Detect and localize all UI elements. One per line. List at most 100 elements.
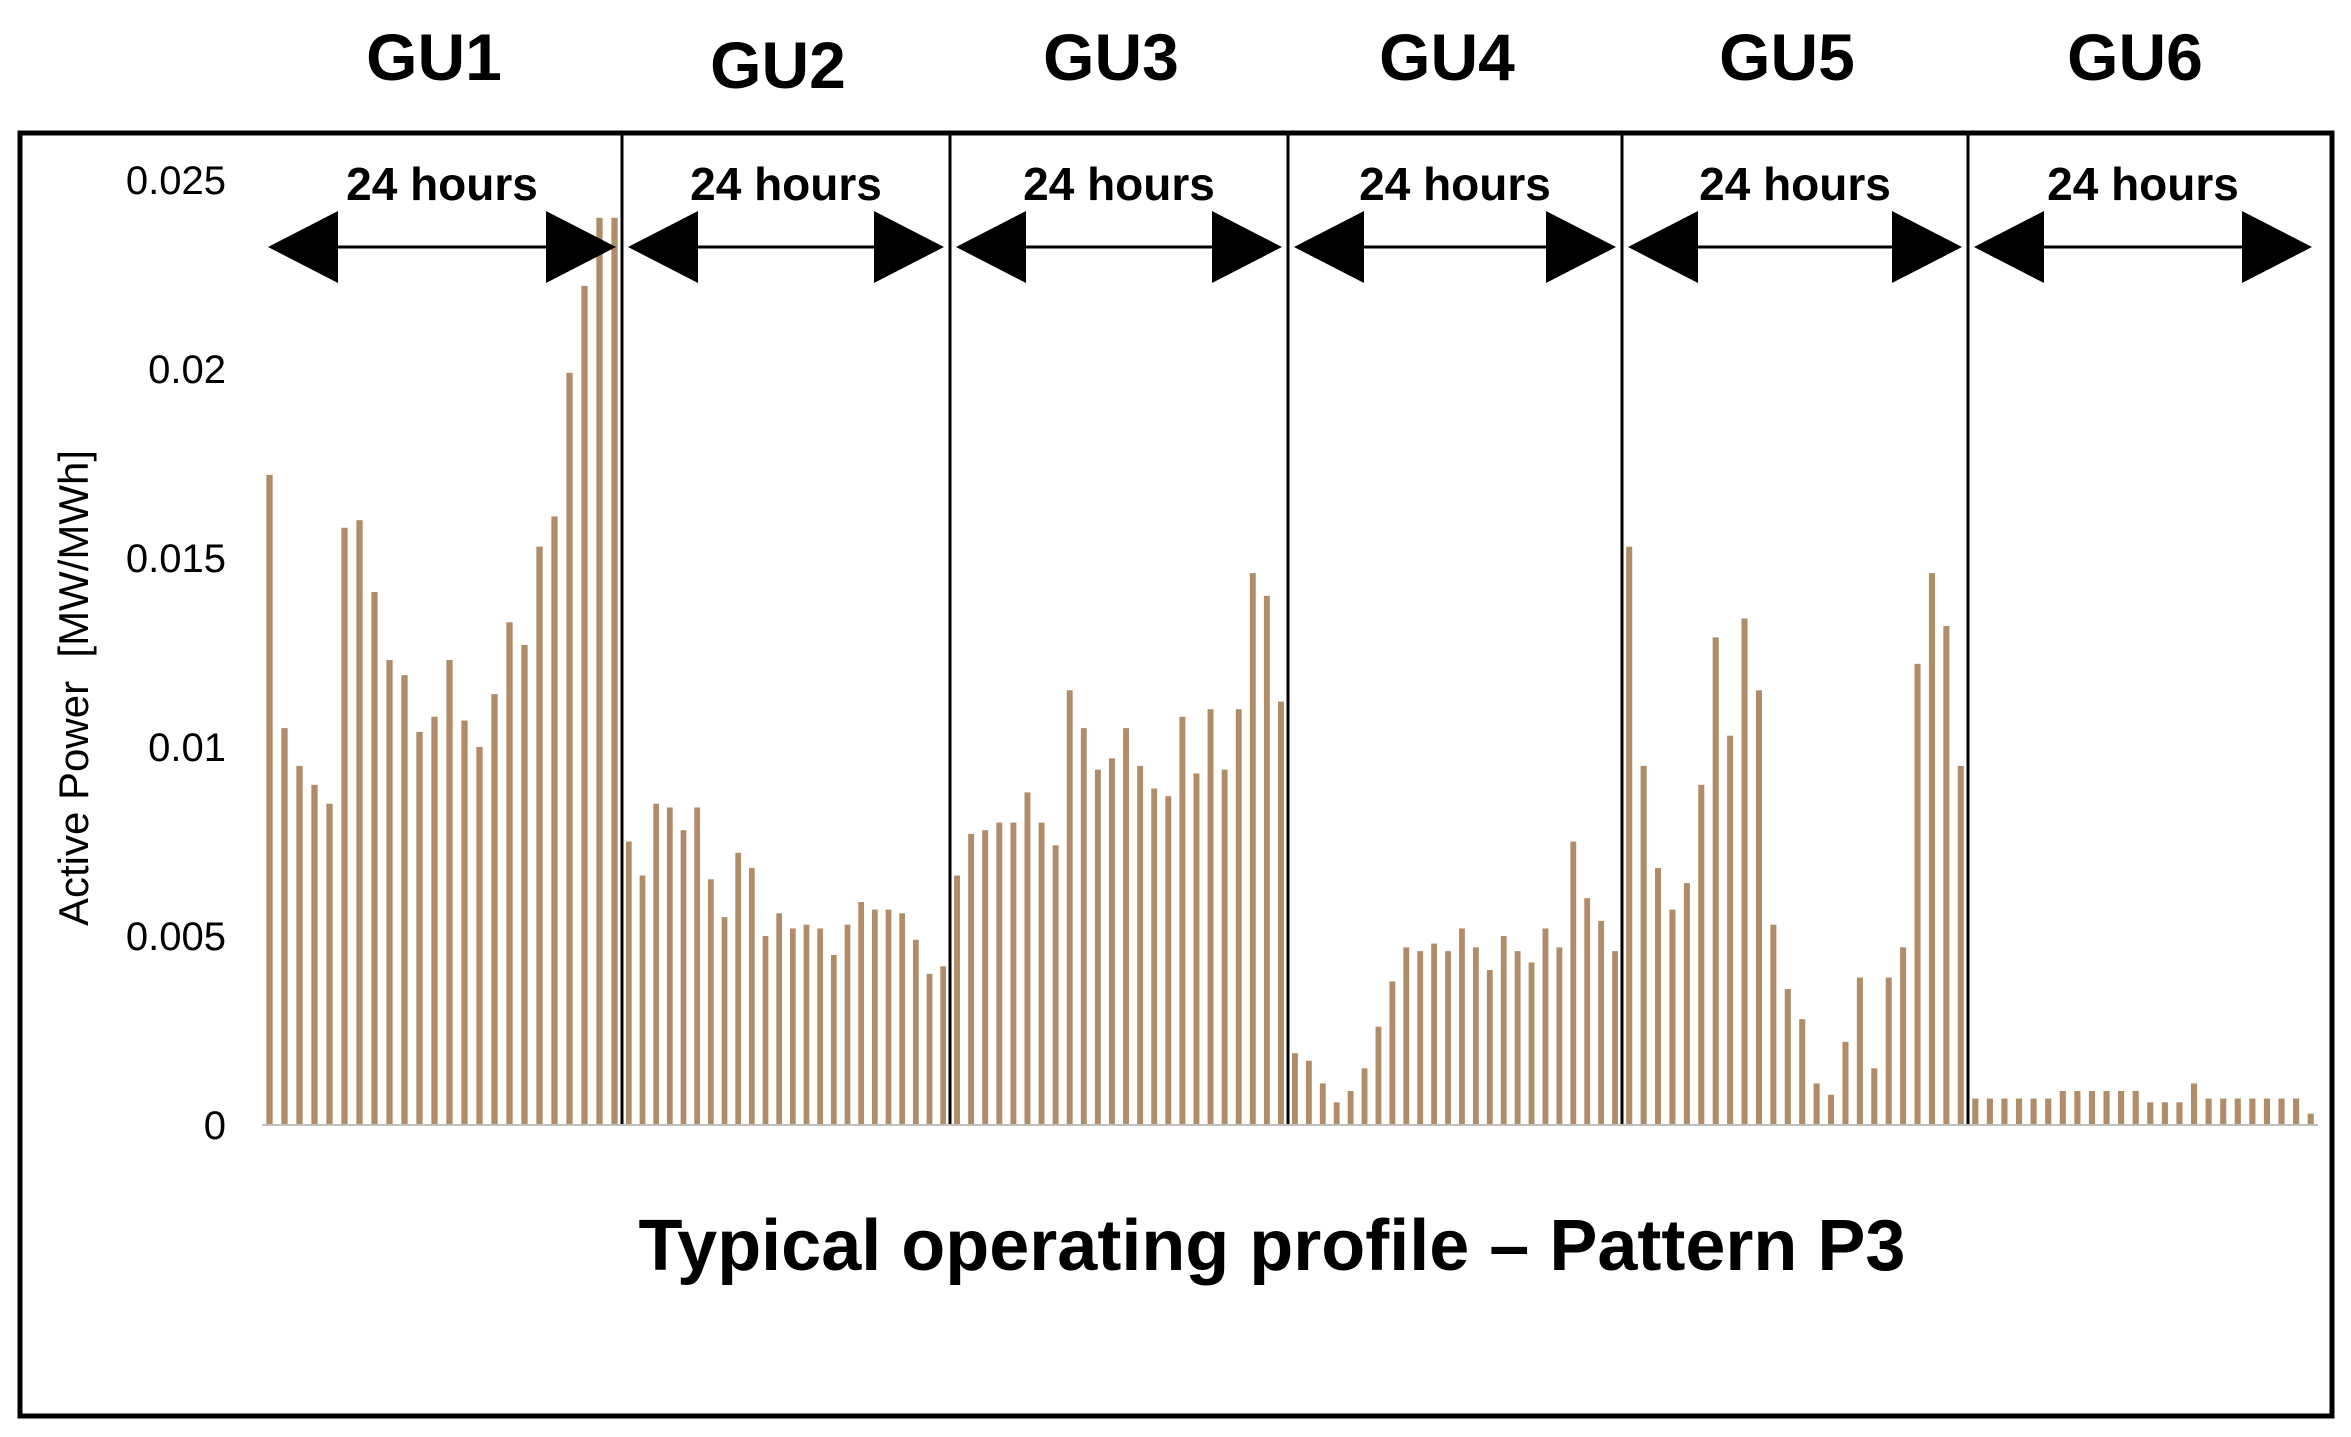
bar-gu3-h24 bbox=[1278, 701, 1284, 1125]
bar-gu6-h10 bbox=[2103, 1090, 2110, 1125]
span-arrow-left-gu1 bbox=[268, 211, 338, 283]
bar-gu2-h3 bbox=[653, 803, 660, 1125]
bar-gu5-h20 bbox=[1900, 947, 1907, 1125]
y-tick-label-1: 0.005 bbox=[126, 915, 226, 959]
bar-gu3-h11 bbox=[1094, 769, 1101, 1125]
bar-gu5-h4 bbox=[1669, 909, 1676, 1125]
bar-gu2-h23 bbox=[926, 973, 933, 1125]
bar-gu4-h14 bbox=[1472, 947, 1479, 1125]
bar-gu6-h5 bbox=[2030, 1098, 2037, 1125]
bar-gu5-h16 bbox=[1842, 1041, 1849, 1125]
bar-gu1-h19 bbox=[536, 546, 543, 1125]
bar-gu6-h9 bbox=[2088, 1090, 2096, 1125]
bar-gu4-h9 bbox=[1403, 947, 1410, 1125]
bar-gu1-h5 bbox=[326, 803, 333, 1125]
bar-gu4-h17 bbox=[1514, 951, 1521, 1125]
bar-gu6-h20 bbox=[2249, 1098, 2256, 1125]
bar-gu5-h11 bbox=[1770, 924, 1777, 1125]
bar-gu3-h8 bbox=[1052, 845, 1059, 1125]
bar-gu4-h22 bbox=[1584, 898, 1591, 1125]
span-arrow-right-gu4 bbox=[1546, 211, 1616, 283]
bar-gu4-h11 bbox=[1431, 943, 1438, 1125]
bar-gu5-h9 bbox=[1741, 618, 1748, 1125]
bar-gu3-h17 bbox=[1179, 716, 1186, 1125]
bar-gu1-h20 bbox=[551, 516, 558, 1125]
bar-gu6-h1 bbox=[1972, 1098, 1979, 1125]
bar-gu4-h5 bbox=[1347, 1090, 1354, 1125]
bar-gu4-h23 bbox=[1598, 920, 1605, 1125]
bar-gu1-h6 bbox=[341, 527, 348, 1125]
segment-label-gu3: GU3 bbox=[1043, 20, 1179, 94]
bar-gu5-h2 bbox=[1640, 765, 1647, 1125]
bar-gu1-h4 bbox=[311, 784, 318, 1125]
bar-gu5-h14 bbox=[1813, 1083, 1820, 1125]
bar-gu2-h9 bbox=[735, 852, 742, 1125]
bar-gu5-h6 bbox=[1698, 784, 1705, 1125]
bar-gu4-h2 bbox=[1305, 1060, 1312, 1125]
bar-gu5-h15 bbox=[1828, 1094, 1835, 1125]
span-arrow-left-gu5 bbox=[1628, 211, 1698, 283]
bar-gu2-h10 bbox=[748, 867, 755, 1125]
span-label-gu4: 24 hours bbox=[1359, 158, 1551, 210]
chart-frame bbox=[17, 130, 2335, 1419]
bar-gu1-h16 bbox=[491, 694, 498, 1125]
bar-gu4-h19 bbox=[1542, 928, 1549, 1125]
bar-gu3-h2 bbox=[968, 833, 975, 1125]
bar-gu1-h21 bbox=[566, 372, 573, 1125]
bar-gu6-h15 bbox=[2176, 1102, 2183, 1125]
span-arrow-right-gu3 bbox=[1212, 211, 1282, 283]
bar-gu5-h24 bbox=[1957, 765, 1964, 1125]
bar-gu4-h15 bbox=[1486, 970, 1493, 1125]
bar-gu2-h4 bbox=[666, 807, 673, 1125]
span-arrow-right-gu5 bbox=[1892, 211, 1962, 283]
bar-gu4-h20 bbox=[1556, 947, 1563, 1125]
bar-gu2-h13 bbox=[789, 928, 796, 1125]
bar-gu5-h12 bbox=[1784, 988, 1791, 1125]
bar-gu3-h5 bbox=[1010, 822, 1017, 1125]
bar-gu5-h13 bbox=[1799, 1019, 1806, 1125]
y-tick-label-3: 0.015 bbox=[126, 537, 226, 581]
bar-gu1-h9 bbox=[386, 660, 393, 1125]
bar-gu2-h24 bbox=[940, 966, 947, 1125]
bar-gu1-h23 bbox=[596, 217, 603, 1126]
span-label-gu6: 24 hours bbox=[2047, 158, 2239, 210]
bar-gu6-h14 bbox=[2161, 1102, 2168, 1125]
span-arrow-left-gu6 bbox=[1974, 211, 2044, 283]
bar-gu6-h22 bbox=[2278, 1098, 2285, 1125]
bar-gu1-h18 bbox=[521, 644, 528, 1125]
bar-gu6-h16 bbox=[2190, 1083, 2198, 1125]
bar-gu5-h7 bbox=[1712, 637, 1719, 1125]
bar-gu4-h18 bbox=[1528, 962, 1535, 1125]
bar-gu6-h4 bbox=[2015, 1098, 2023, 1125]
bar-gu5-h1 bbox=[1626, 546, 1633, 1125]
bar-gu3-h12 bbox=[1109, 758, 1115, 1125]
bar-gu5-h10 bbox=[1755, 690, 1762, 1125]
bar-gu3-h1 bbox=[954, 875, 960, 1125]
bar-gu4-h13 bbox=[1459, 928, 1465, 1125]
bar-gu2-h17 bbox=[844, 924, 851, 1125]
bar-gu1-h24 bbox=[611, 217, 618, 1126]
bar-gu6-h23 bbox=[2293, 1098, 2300, 1125]
bar-gu5-h8 bbox=[1727, 735, 1734, 1125]
bar-gu3-h16 bbox=[1165, 796, 1172, 1125]
bar-gu1-h3 bbox=[296, 765, 303, 1125]
bar-gu1-h14 bbox=[461, 720, 468, 1125]
bar-gu6-h6 bbox=[2045, 1098, 2052, 1125]
span-label-gu2: 24 hours bbox=[690, 158, 882, 210]
segment-label-gu5: GU5 bbox=[1719, 20, 1855, 94]
bar-gu1-h2 bbox=[281, 728, 288, 1125]
y-tick-label-5: 0.025 bbox=[126, 159, 226, 203]
bar-gu3-h13 bbox=[1123, 728, 1129, 1125]
bar-gu3-h15 bbox=[1151, 788, 1158, 1125]
bar-gu4-h1 bbox=[1292, 1053, 1298, 1125]
segment-label-gu4: GU4 bbox=[1379, 20, 1515, 94]
y-tick-labels: 0 0.005 0.01 0.015 0.02 0.025 bbox=[126, 159, 226, 1148]
bar-gu5-h19 bbox=[1885, 977, 1892, 1125]
bar-gu3-h23 bbox=[1263, 595, 1270, 1125]
bar-gu3-h22 bbox=[1249, 573, 1256, 1125]
bar-gu4-h21 bbox=[1570, 841, 1577, 1125]
y-tick-label-0: 0 bbox=[204, 1104, 226, 1148]
bar-gu6-h11 bbox=[2118, 1090, 2125, 1125]
bar-gu2-h6 bbox=[694, 807, 701, 1125]
